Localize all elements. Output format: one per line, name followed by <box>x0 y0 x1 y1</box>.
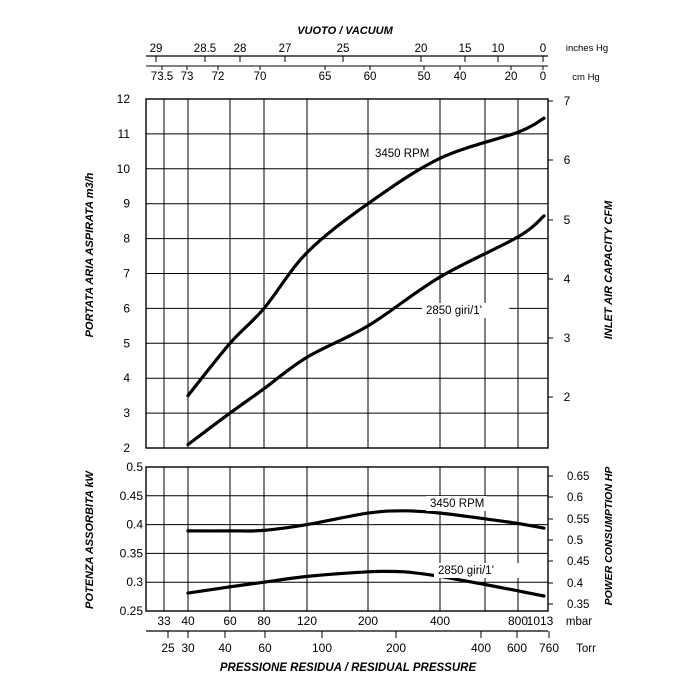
y-right-tick-label: 6 <box>564 153 571 167</box>
y-right-tick-label: 0.5 <box>567 535 583 547</box>
top-inches-tick-label: 15 <box>459 43 472 55</box>
x-mbar-tick-label: 400 <box>430 614 450 628</box>
x-mbar-tick-label: 60 <box>223 614 237 628</box>
y-right-tick-label: 7 <box>564 94 571 108</box>
top-inches-tick-label: 10 <box>492 43 505 55</box>
x-torr-tick-label: 60 <box>258 641 272 655</box>
x-mbar-tick-label: 1013 <box>527 614 554 628</box>
x-torr-tick-label: 600 <box>507 641 527 655</box>
line-3450-rpm-power <box>186 509 546 533</box>
series-label-3450-capacity-bg <box>371 146 432 161</box>
series-label-2850-capacity-bg <box>422 303 510 318</box>
x-mbar-tick-label: 800 <box>508 614 528 628</box>
y-left-tick-label: 0.45 <box>120 489 144 503</box>
y-right-tick-label: 0.35 <box>567 599 589 611</box>
x-torr-unit: Torr <box>576 643 596 655</box>
x-torr-tick-label: 100 <box>312 641 332 655</box>
top-plot-frame <box>145 98 549 449</box>
x-mbar-tick-label: 80 <box>257 614 271 628</box>
y-left-tick-label: 0.5 <box>126 460 143 474</box>
series-label-2850-power-bg <box>434 563 522 578</box>
x-mbar-unit: mbar <box>566 616 592 628</box>
top-cm-tick-label: 60 <box>364 71 377 83</box>
top-cm-tick-label: 70 <box>254 71 267 83</box>
top-inches-tick-label: 27 <box>279 43 292 55</box>
top-inches-tick-label: 0 <box>540 43 546 55</box>
top-inches-tick-label: 20 <box>415 43 428 55</box>
top-cm-tick-label: 65 <box>319 71 332 83</box>
x-torr-tick-label: 400 <box>471 641 491 655</box>
y-right-tick-label: 3 <box>564 331 571 345</box>
y-left-tick-label: 2 <box>123 441 130 455</box>
y-left-tick-label: 5 <box>123 336 130 350</box>
bottom-plot-frame <box>145 466 549 612</box>
top-cm-unit: cm Hg <box>572 72 599 83</box>
y-left-tick-label: 8 <box>123 232 130 246</box>
y-left-tick-label: 3 <box>123 406 130 420</box>
x-mbar-tick-label: 33 <box>157 614 171 628</box>
series-label-3450-capacity: 3450 RPM <box>375 148 429 160</box>
y-left-tick-label: 10 <box>117 162 131 176</box>
x-torr-tick-label: 40 <box>218 641 232 655</box>
y-left-axis-title: POTENZA ASSORBITA kW <box>84 469 96 609</box>
x-mbar-tick-label: 120 <box>297 614 317 628</box>
y-right-axis-title: POWER CONSUMPTION HP <box>603 466 615 606</box>
x-axis-title: PRESSIONE RESIDUA / RESIDUAL PRESSURE <box>220 662 477 674</box>
top-cm-tick-label: 50 <box>418 71 431 83</box>
y-right-tick-label: 0.55 <box>567 514 589 526</box>
top-cm-tick-label: 73 <box>181 71 194 83</box>
top-cm-tick-label: 20 <box>505 71 518 83</box>
y-left-tick-label: 0.4 <box>126 518 143 532</box>
y-left-tick-label: 9 <box>123 197 130 211</box>
top-inches-tick-label: 29 <box>150 43 163 55</box>
y-right-tick-label: 0.45 <box>567 556 589 568</box>
top-inches-tick-label: 28 <box>234 43 247 55</box>
top-cm-tick-label: 72 <box>212 71 225 83</box>
top-cm-tick-label: 0 <box>540 71 546 83</box>
y-left-tick-label: 4 <box>123 371 130 385</box>
x-torr-tick-label: 760 <box>539 641 559 655</box>
y-right-tick-label: 2 <box>564 390 571 404</box>
y-left-tick-label: 12 <box>117 92 131 106</box>
y-right-tick-label: 0.4 <box>567 578 584 590</box>
series-label-2850-power: 2850 giri/1' <box>438 565 494 577</box>
y-right-tick-label: 5 <box>564 213 571 227</box>
series-label-3450-power: 3450 RPM <box>430 498 484 510</box>
x-mbar-tick-label: 40 <box>181 614 195 628</box>
top-inches-unit: inches Hg <box>566 43 608 54</box>
y-left-tick-label: 11 <box>118 127 131 141</box>
top-axis-title: VUOTO / VACUUM <box>297 25 393 37</box>
y-right-tick-label: 4 <box>564 272 571 286</box>
top-inches-tick-label: 25 <box>337 43 350 55</box>
line-2850-capacity <box>186 214 546 447</box>
y-left-tick-label: 6 <box>123 301 130 315</box>
x-torr-tick-label: 30 <box>181 641 195 655</box>
series-label-2850-capacity: 2850 giri/1' <box>426 305 482 317</box>
y-left-tick-label: 0.35 <box>120 546 144 560</box>
line-3450-rpm-capacity <box>186 116 546 398</box>
y-left-tick-label: 0.25 <box>120 604 144 618</box>
x-torr-tick-label: 25 <box>161 641 175 655</box>
y-right-tick-label: 0.65 <box>567 471 589 483</box>
y-left-tick-label: 7 <box>123 267 130 281</box>
top-inches-tick-label: 28.5 <box>194 43 216 55</box>
series-label-3450-power-bg <box>426 496 487 511</box>
top-cm-tick-label: 73.5 <box>151 71 173 83</box>
y-right-tick-label: 0.6 <box>567 492 583 504</box>
y-right-axis-title: INLET AIR CAPACITY CFM <box>603 200 615 339</box>
line-2850-power <box>186 569 546 598</box>
x-mbar-tick-label: 200 <box>358 614 378 628</box>
top-cm-tick-label: 40 <box>454 71 467 83</box>
y-left-axis-title: PORTATA ARIA ASPIRATA m3/h <box>84 172 96 337</box>
x-torr-tick-label: 200 <box>386 641 406 655</box>
y-left-tick-label: 0.3 <box>126 575 143 589</box>
